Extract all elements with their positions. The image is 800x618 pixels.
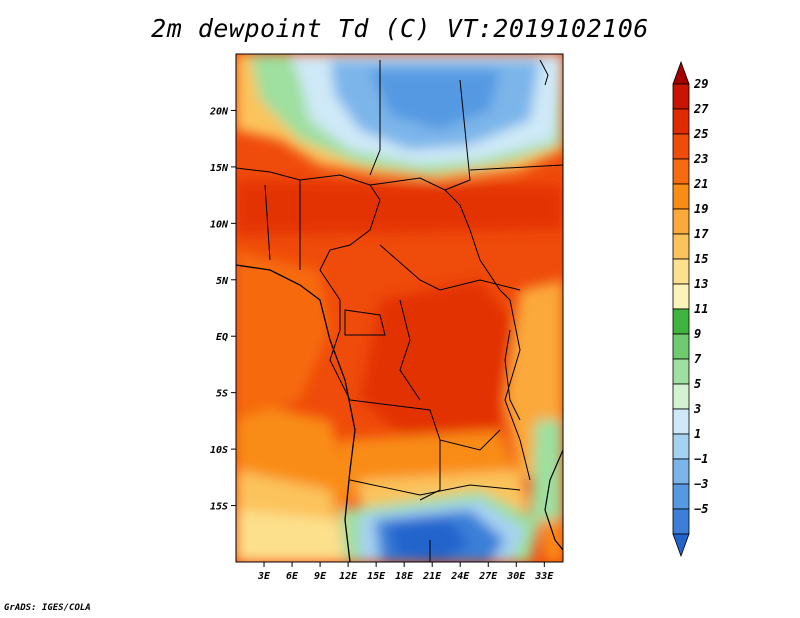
colorbar-label: 21 — [693, 177, 708, 191]
colorbar-label: −5 — [694, 502, 708, 516]
colorbar: 29 27 25 23 21 19 17 15 13 11 9 7 5 3 1 −1 −3 −5 — [672, 60, 709, 558]
colorbar-bottom-arrow — [672, 533, 690, 558]
x-tick-label: 18E — [395, 571, 414, 582]
colorbar-label: 11 — [694, 302, 708, 316]
colorbar-band — [672, 183, 690, 210]
colorbar-band — [672, 233, 690, 260]
colorbar-band — [672, 508, 690, 535]
x-tick-label: 24E — [450, 571, 470, 582]
colorbar-band — [672, 408, 690, 435]
colorbar-top-arrow — [672, 60, 690, 85]
y-tick-label: 15S — [210, 502, 228, 513]
colorbar-band — [672, 108, 690, 135]
colorbar-band — [672, 383, 690, 410]
colorbar-label: −1 — [694, 452, 708, 466]
colorbar-label: 25 — [693, 127, 708, 141]
x-tick-label: 33E — [534, 571, 554, 582]
colorbar-band — [672, 283, 690, 310]
colorbar-label: 27 — [693, 102, 709, 116]
x-tick-label: 3E — [257, 571, 271, 582]
colorbar-label: −3 — [694, 477, 708, 491]
colorbar-band — [672, 333, 690, 360]
x-tick-label: 9E — [314, 571, 327, 582]
country-borders — [236, 59, 563, 562]
colorbar-label: 3 — [693, 402, 701, 416]
colorbar-label: 5 — [694, 377, 701, 391]
plot-frame — [235, 53, 564, 563]
colorbar-band — [672, 483, 690, 510]
y-tick-label: EQ — [216, 332, 228, 343]
x-axis: 3E 6E 9E 12E 15E 18E 21E 24E 27E 30E 33E — [257, 562, 554, 582]
colorbar-label: 9 — [694, 327, 701, 341]
x-tick-label: 6E — [286, 571, 299, 582]
x-tick-label: 21E — [422, 571, 442, 582]
colorbar-band — [672, 433, 690, 460]
colorbar-label: 1 — [694, 427, 701, 441]
colorbar-band — [672, 133, 690, 160]
x-tick-label: 30E — [506, 571, 526, 582]
colorbar-band — [672, 158, 690, 185]
y-tick-label: 10N — [210, 219, 229, 230]
colorbar-band — [672, 458, 690, 485]
colorbar-label: 15 — [694, 252, 708, 266]
x-tick-label: 15E — [367, 571, 386, 582]
y-tick-label: 20N — [209, 106, 229, 117]
colorbar-label: 7 — [694, 352, 702, 366]
credit-text: GrADS: IGES/COLA — [4, 603, 91, 613]
x-tick-label: 12E — [339, 571, 358, 582]
y-tick-label: 10S — [210, 445, 228, 456]
colorbar-band — [672, 83, 690, 110]
y-tick-label: 5S — [216, 389, 228, 400]
y-axis: 20N 15N 10N 5N EQ 5S 10S 15S — [209, 106, 236, 513]
map-title: 2m dewpoint Td (C) VT:2019102106 — [151, 14, 649, 43]
colorbar-band — [672, 258, 690, 285]
colorbar-band — [672, 308, 690, 335]
dewpoint-field — [236, 54, 563, 562]
colorbar-band — [672, 208, 690, 235]
x-tick-label: 27E — [478, 571, 498, 582]
colorbar-label: 23 — [693, 152, 708, 166]
colorbar-label: 19 — [694, 202, 708, 216]
y-tick-label: 5N — [216, 276, 229, 287]
y-tick-label: 15N — [210, 163, 229, 174]
colorbar-band — [672, 358, 690, 385]
colorbar-label: 17 — [694, 227, 709, 241]
colorbar-label: 29 — [693, 77, 708, 91]
colorbar-label: 13 — [694, 277, 708, 291]
